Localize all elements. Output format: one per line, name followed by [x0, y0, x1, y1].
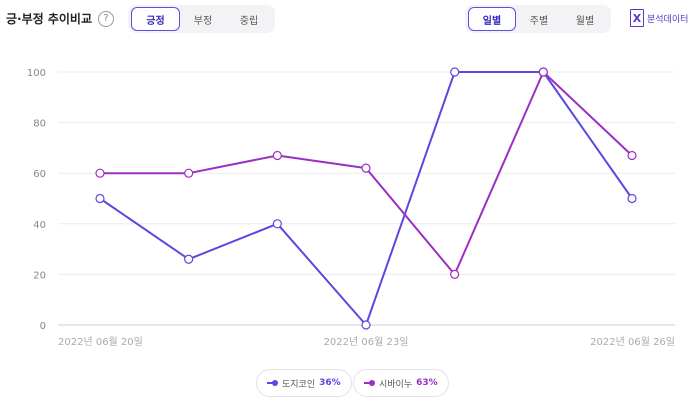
data-point-0-4 — [450, 67, 460, 77]
export-label: 분석데이터 — [647, 14, 689, 25]
sentiment-tabs: 긍정 부정 중립 — [128, 5, 275, 33]
data-point-0-2 — [272, 219, 282, 229]
x-tick-label: 2022년 06월 26일 — [590, 336, 675, 348]
data-point-1-6 — [627, 150, 637, 161]
y-tick-label: 100 — [27, 68, 46, 79]
data-point-0-0 — [95, 193, 105, 204]
tab-monthly[interactable]: 월별 — [575, 15, 595, 27]
legend-label-shib: 시바이누 — [379, 379, 413, 390]
y-tick-label: 80 — [33, 119, 46, 130]
chart-title-text: 긍·부정 추이비교 — [6, 12, 93, 26]
data-point-1-3 — [361, 163, 371, 173]
data-point-1-1 — [184, 168, 194, 178]
period-tabs: 일별 주별 월별 — [465, 5, 611, 33]
y-tick-label: 60 — [33, 169, 46, 180]
data-point-0-6 — [627, 193, 637, 204]
legend-label-doge: 도지코인 — [282, 379, 316, 390]
legend-pct-doge: 36% — [319, 378, 341, 388]
series-line-0 — [99, 71, 633, 326]
data-point-1-5 — [538, 67, 548, 77]
legend-item-shib[interactable]: 시바이누 63% — [353, 369, 449, 397]
legend-dot-shib — [369, 380, 375, 386]
help-icon[interactable]: ? — [98, 10, 115, 27]
legend-item-doge[interactable]: 도지코인 36% — [256, 369, 352, 397]
tab-positive[interactable]: 긍정 — [131, 7, 180, 31]
excel-icon: X — [630, 9, 644, 27]
data-point-1-2 — [272, 150, 282, 161]
data-point-1-0 — [95, 168, 105, 178]
tab-daily[interactable]: 일별 — [468, 7, 516, 31]
y-tick-label: 20 — [33, 270, 46, 281]
tab-neutral[interactable]: 중립 — [239, 15, 259, 27]
data-point-0-3 — [361, 320, 371, 330]
y-tick-label: 40 — [33, 220, 46, 231]
x-tick-label: 2022년 06월 23일 — [324, 336, 409, 348]
tab-negative[interactable]: 부정 — [193, 15, 213, 27]
legend-dot-doge — [272, 380, 278, 386]
export-data-button[interactable]: X 분석데이터 — [630, 9, 688, 27]
legend-pct-shib: 63% — [416, 378, 438, 388]
data-point-0-1 — [184, 254, 194, 264]
y-tick-label: 0 — [40, 321, 46, 332]
chart-title: 긍·부정 추이비교 ? — [6, 10, 115, 27]
tab-weekly[interactable]: 주별 — [529, 15, 549, 27]
x-tick-label: 2022년 06월 20일 — [58, 336, 143, 348]
data-point-1-4 — [450, 269, 460, 279]
